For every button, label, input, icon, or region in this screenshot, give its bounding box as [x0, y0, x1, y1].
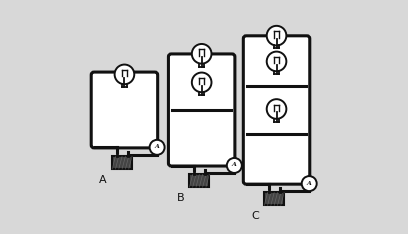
Text: A: A — [155, 144, 160, 149]
FancyBboxPatch shape — [169, 54, 235, 166]
FancyBboxPatch shape — [91, 72, 157, 148]
FancyBboxPatch shape — [243, 36, 310, 184]
Circle shape — [192, 73, 211, 92]
Bar — [112, 156, 132, 169]
Circle shape — [227, 158, 242, 173]
Text: B: B — [177, 193, 184, 203]
Text: A: A — [99, 175, 107, 185]
Bar — [264, 192, 284, 205]
Circle shape — [267, 26, 286, 45]
Text: A: A — [232, 162, 237, 168]
Circle shape — [150, 140, 164, 155]
Circle shape — [115, 65, 134, 84]
Circle shape — [192, 44, 211, 64]
Text: A: A — [307, 181, 312, 186]
Circle shape — [267, 99, 286, 119]
Bar — [189, 174, 209, 187]
Text: C: C — [251, 211, 259, 221]
Circle shape — [302, 176, 317, 191]
Circle shape — [267, 51, 286, 71]
